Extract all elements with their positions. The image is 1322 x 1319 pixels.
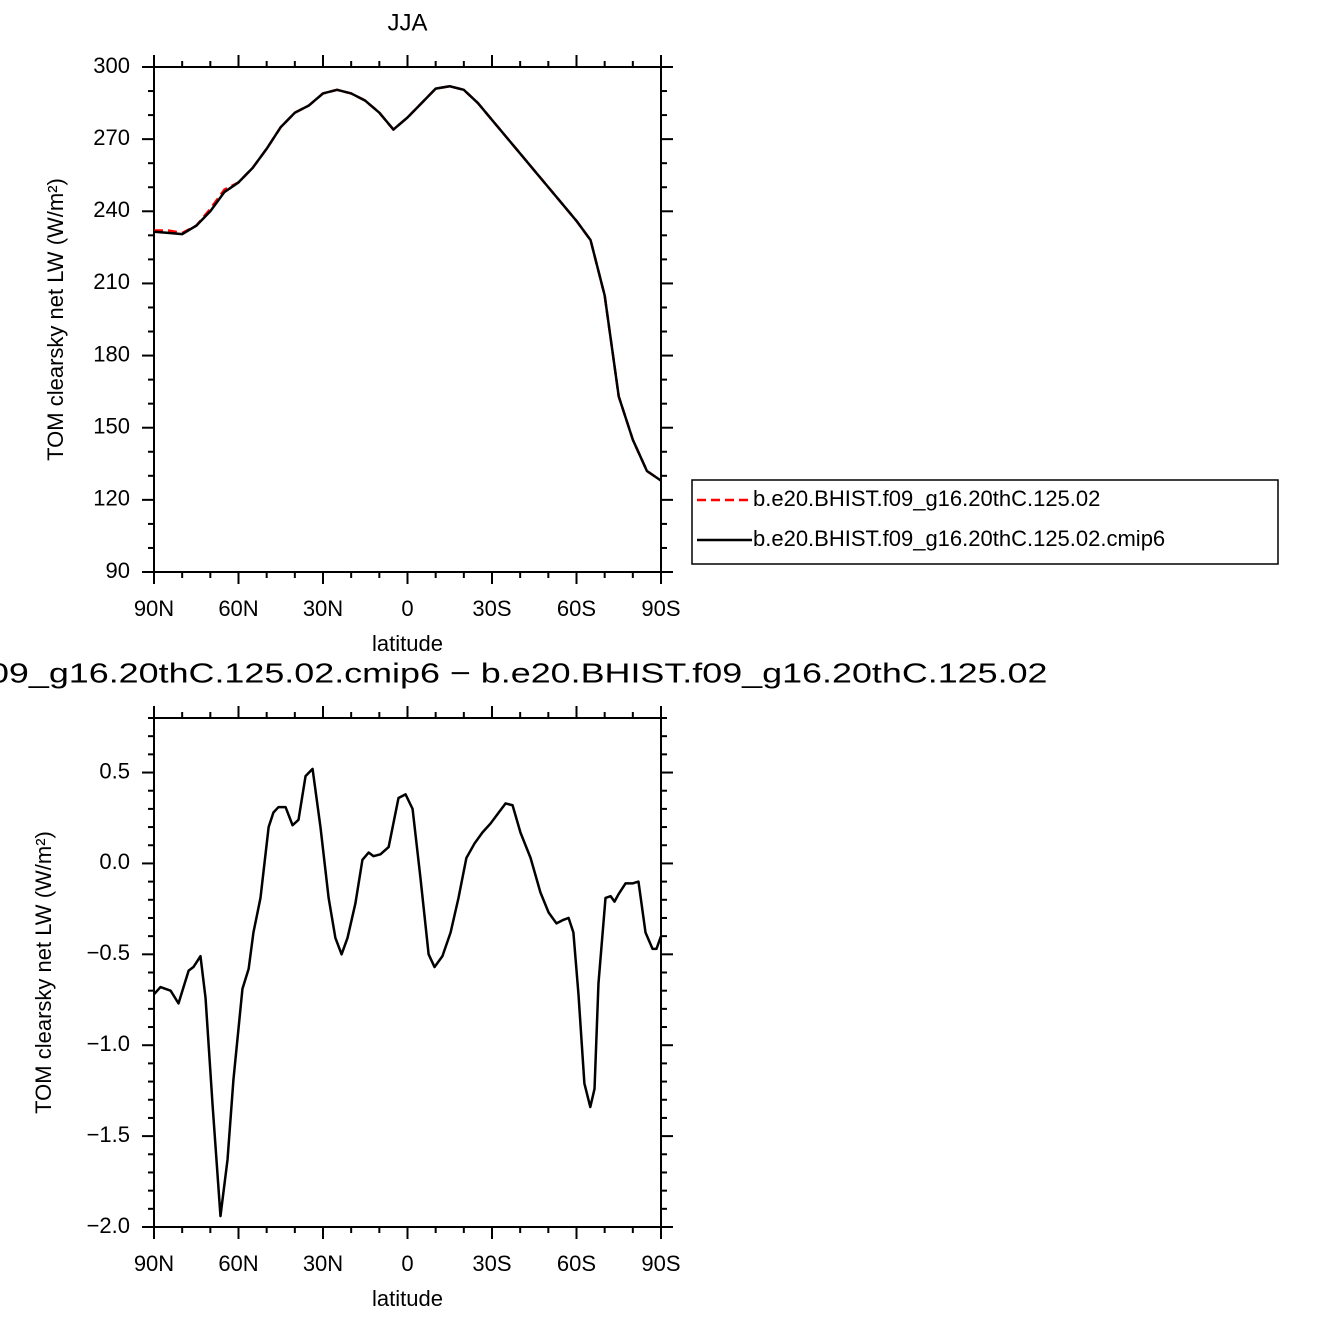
y-tick-label: 300 [93, 53, 130, 78]
y-tick-label: −1.0 [87, 1031, 130, 1056]
y-tick-label: 180 [93, 341, 130, 366]
y-tick-label: 0.0 [99, 849, 130, 874]
y-tick-label: −0.5 [87, 940, 130, 965]
data-line [153, 84, 662, 482]
legend-label: b.e20.BHIST.f09_g16.20thC.125.02.cmip6 [753, 526, 1165, 551]
x-tick-label: 0 [401, 596, 413, 621]
x-tick-label: 60N [218, 596, 258, 621]
x-tick-label: 90N [134, 1251, 174, 1276]
x-tick-label: 30N [303, 596, 343, 621]
y-tick-label: −1.5 [87, 1122, 130, 1147]
legend-label: b.e20.BHIST.f09_g16.20thC.125.02 [753, 486, 1100, 511]
x-tick-label: 60S [557, 596, 596, 621]
x-tick-label: 90S [641, 596, 680, 621]
legend-box [691, 479, 1279, 565]
y-tick-label: 150 [93, 414, 130, 439]
y-tick-label: 240 [93, 197, 130, 222]
plot: b.e20.BHIST.f09_g16.20thC.125.02.cmip6 −… [0, 657, 1048, 1310]
plot-frame [153, 717, 662, 1228]
y-tick-label: −2.0 [87, 1213, 130, 1238]
y-tick-label: 90 [106, 558, 130, 583]
y-tick-label: 270 [93, 125, 130, 150]
data-line [154, 84, 662, 482]
y-axis-label: TOM clearsky net LW (W/m²) [43, 178, 68, 461]
y-tick-label: 120 [93, 486, 130, 511]
x-tick-label: 90S [641, 1251, 680, 1276]
data-line [153, 767, 663, 1218]
plot: JJA latitude TOM clearsky net LW (W/m²) 90N… [43, 9, 1279, 656]
y-tick-label: 0.5 [99, 758, 130, 783]
y-tick-label: 210 [93, 269, 130, 294]
x-tick-label: 60N [218, 1251, 258, 1276]
x-tick-label: 30S [472, 1251, 511, 1276]
x-tick-label: 30S [472, 596, 511, 621]
x-tick-label: 30N [303, 1251, 343, 1276]
plot-frame [153, 66, 662, 573]
x-tick-label: 90N [134, 596, 174, 621]
x-tick-label: 0 [401, 1251, 413, 1276]
chart-title: b.e20.BHIST.f09_g16.20thC.125.02.cmip6 −… [0, 657, 1048, 688]
x-axis-label: latitude [372, 1286, 443, 1311]
x-axis-label: latitude [372, 631, 443, 656]
x-tick-label: 60S [557, 1251, 596, 1276]
chart-title: JJA [387, 9, 427, 36]
y-axis-label: TOM clearsky net LW (W/m²) [31, 831, 56, 1114]
